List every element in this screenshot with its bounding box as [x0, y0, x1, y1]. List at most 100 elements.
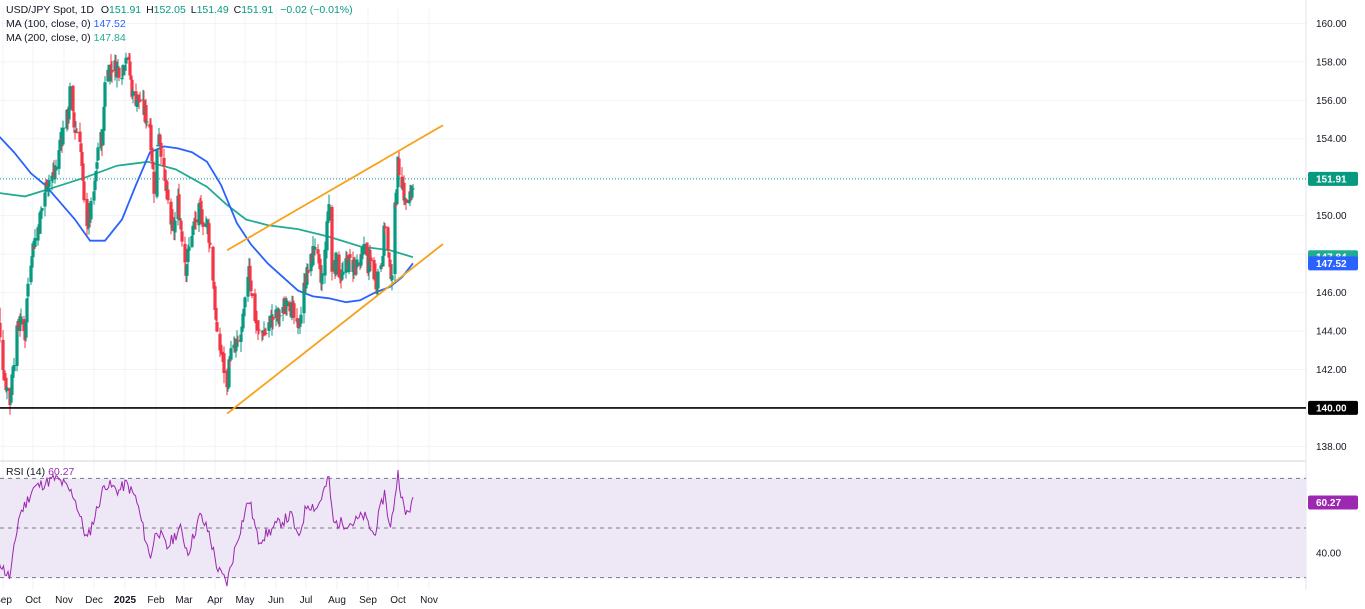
candle-body: [344, 258, 348, 273]
time-tick-label: Mar: [175, 595, 193, 606]
candle-body: [317, 254, 321, 261]
rsi-label: RSI (14): [6, 466, 46, 478]
candle-body: [288, 302, 292, 312]
candle-body: [68, 86, 72, 110]
ma100-value: 147.52: [93, 18, 126, 30]
candle-body: [278, 315, 282, 317]
ma100-line[interactable]: [0, 133, 414, 304]
price-tick-label: 138.00: [1316, 442, 1347, 453]
candle-body: [334, 252, 338, 275]
candle-body: [257, 329, 261, 331]
candle-body: [0, 322, 2, 338]
candle-body: [102, 106, 106, 131]
candle-body: [109, 64, 113, 67]
time-tick-label: Nov: [420, 595, 438, 606]
symbol-label[interactable]: USD/JPY Spot, 1D: [6, 4, 94, 16]
candle-body: [89, 201, 93, 220]
candle-body: [190, 235, 194, 247]
candle-body: [5, 387, 9, 392]
candle-body: [128, 61, 132, 76]
candle-body: [19, 316, 23, 325]
candle-body: [108, 65, 112, 82]
candle-body: [80, 152, 84, 167]
candle-body: [33, 238, 37, 248]
candle-body: [393, 202, 397, 275]
candle-body: [159, 142, 163, 157]
candle-body: [47, 180, 51, 187]
ma200-label: MA (200, close, 0): [6, 32, 91, 44]
candle-body: [243, 297, 247, 308]
change-value: −0.02 (−0.01%): [280, 4, 353, 16]
candle-body: [156, 144, 160, 147]
candle-body: [52, 169, 56, 176]
candle-body: [165, 188, 169, 190]
legend-ma200[interactable]: MA (200, close, 0) 147.84: [6, 32, 126, 45]
candle-body: [367, 255, 371, 273]
candle-body: [134, 91, 138, 106]
price-tag: [1308, 400, 1358, 415]
candle-body: [207, 223, 211, 243]
candle-body: [354, 267, 358, 269]
candle-body: [129, 75, 133, 80]
candle-body: [198, 200, 202, 202]
candle-body: [360, 254, 364, 256]
rsi-line[interactable]: [0, 470, 414, 587]
candle-body: [232, 344, 236, 349]
ma200-line[interactable]: [0, 160, 414, 259]
candle-body: [74, 130, 78, 132]
candle-body: [211, 246, 215, 281]
candle-body: [138, 99, 142, 102]
channel-lower-line[interactable]: [226, 243, 444, 415]
candle-body: [325, 221, 329, 251]
candle-body: [228, 360, 232, 362]
candle-body: [372, 259, 376, 280]
candle-body: [169, 201, 173, 225]
candle-body: [285, 300, 289, 307]
candle-body: [261, 332, 265, 337]
time-axis[interactable]: Sep Oct Nov Dec 2025 Feb Mar Apr May Jun Jul Aug Sep…: [0, 595, 438, 606]
candle-body: [57, 150, 61, 169]
candle-body: [162, 157, 166, 167]
candle-body: [25, 298, 29, 323]
candle-body: [103, 82, 107, 107]
candle-body: [166, 189, 170, 201]
time-tick-label: Oct: [25, 595, 41, 606]
candle-body: [298, 325, 302, 327]
candle-body: [149, 124, 153, 151]
legend-ma100[interactable]: MA (100, close, 0) 147.52: [6, 18, 126, 31]
candle-body: [213, 286, 217, 310]
candle-body: [388, 259, 392, 263]
candle-body: [85, 198, 89, 227]
candlesticks: [0, 52, 415, 415]
candle-body: [9, 394, 13, 403]
candle-body: [292, 303, 296, 318]
candle-body: [249, 280, 253, 292]
candle-body: [234, 346, 238, 350]
candle-body: [253, 293, 257, 321]
candle-body: [299, 314, 303, 324]
candle-body: [17, 324, 21, 330]
candle-body: [381, 255, 385, 267]
time-tick-label: Sep: [0, 595, 12, 606]
price-tick-label: 146.00: [1316, 288, 1347, 299]
candle-body: [394, 202, 398, 206]
candle-body: [194, 219, 198, 223]
legend-rsi[interactable]: RSI (14) 60.27: [6, 466, 74, 479]
candle-body: [30, 259, 34, 268]
channel-upper-line[interactable]: [226, 124, 444, 252]
candle-body: [267, 322, 271, 331]
time-tick-label: Jul: [300, 595, 313, 606]
candle-body: [45, 179, 49, 190]
price-tick-label: 158.00: [1316, 57, 1347, 68]
candle-body: [332, 269, 336, 271]
legend-main: USD/JPY Spot, 1D O151.91 H152.05 L151.49…: [6, 4, 353, 17]
candle-body: [331, 267, 335, 271]
candle-body: [124, 57, 128, 64]
candle-body: [359, 256, 363, 266]
candle-body: [410, 186, 414, 196]
candle-body: [313, 246, 317, 250]
open-value: 151.91: [109, 4, 142, 16]
price-axis[interactable]: 160.00158.00156.00154.00152.00150.00148.…: [1308, 19, 1358, 559]
price-tag-label: 140.00: [1316, 403, 1347, 414]
